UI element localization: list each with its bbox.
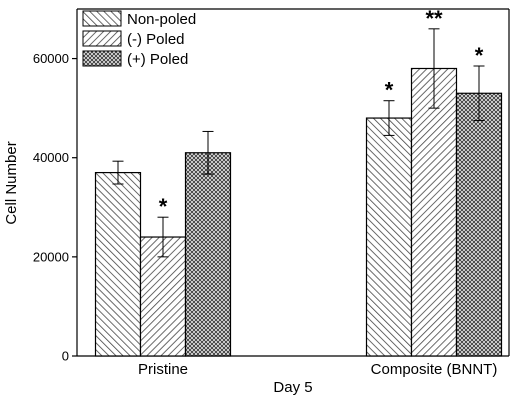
- y-axis-ticks: 0 20000 40000 60000: [33, 51, 77, 364]
- bar: [184, 152, 232, 357]
- bar: [410, 67, 458, 357]
- legend-label: (+) Poled: [127, 51, 188, 68]
- y-tick-label: 40000: [33, 150, 69, 165]
- legend-swatch: [82, 50, 122, 67]
- significance-label: *: [475, 43, 484, 68]
- legend-swatch: [82, 30, 122, 47]
- x-tick-label: Composite (BNNT): [371, 361, 498, 378]
- bar: [94, 171, 142, 357]
- bar: [455, 92, 503, 357]
- x-tick-label: Pristine: [138, 361, 188, 378]
- y-axis-label: Cell Number: [3, 141, 20, 224]
- bar: [365, 117, 413, 357]
- legend: Non-poled (-) Poled (+) Poled: [82, 10, 196, 68]
- significance-label: *: [385, 78, 394, 103]
- x-axis-label: Day 5: [273, 379, 312, 396]
- y-tick-label: 0: [62, 349, 69, 364]
- legend-label: (-) Poled: [127, 31, 185, 48]
- legend-label: Non-poled: [127, 11, 196, 28]
- significance-marks: *****: [159, 6, 484, 219]
- y-tick-label: 60000: [33, 51, 69, 66]
- y-tick-label: 20000: [33, 249, 69, 264]
- significance-label: *: [159, 194, 168, 219]
- legend-swatch: [82, 10, 122, 27]
- bars: [94, 67, 503, 357]
- x-axis-tick-labels: Pristine Composite (BNNT): [138, 361, 497, 378]
- error-bars: [112, 28, 485, 258]
- significance-label: **: [425, 6, 443, 31]
